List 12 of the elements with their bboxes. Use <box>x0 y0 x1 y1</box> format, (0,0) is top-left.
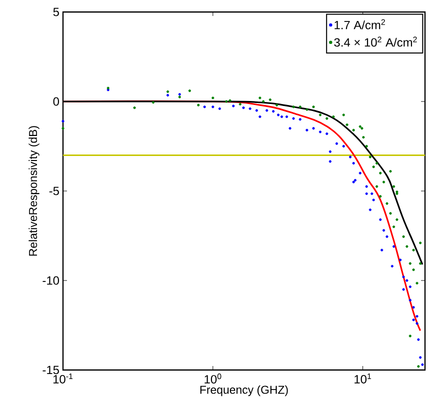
legend-label: 1.7 A/cm$^{2}$ <box>334 19 385 30</box>
y-tick-label: -15 <box>42 366 59 374</box>
x-tick-label: 10$^{-1}$ <box>53 374 73 384</box>
x-tick-label: 10$^{1}$ <box>354 374 372 384</box>
y-axis-title: RelativeResponsivity (dB) <box>28 126 40 256</box>
y-tick-label: -5 <box>49 186 59 196</box>
x-axis-title: Frequency (GHZ) <box>200 385 288 396</box>
y-tick-label: -10 <box>42 276 60 285</box>
x-tick-label: 10$^{0}$ <box>204 374 222 384</box>
y-tick-label: 0 <box>53 97 60 106</box>
legend-label: 3.4 × 10$^{2}$ A/cm$^{2}$ <box>334 36 417 47</box>
y-tick-label: 5 <box>53 8 59 16</box>
